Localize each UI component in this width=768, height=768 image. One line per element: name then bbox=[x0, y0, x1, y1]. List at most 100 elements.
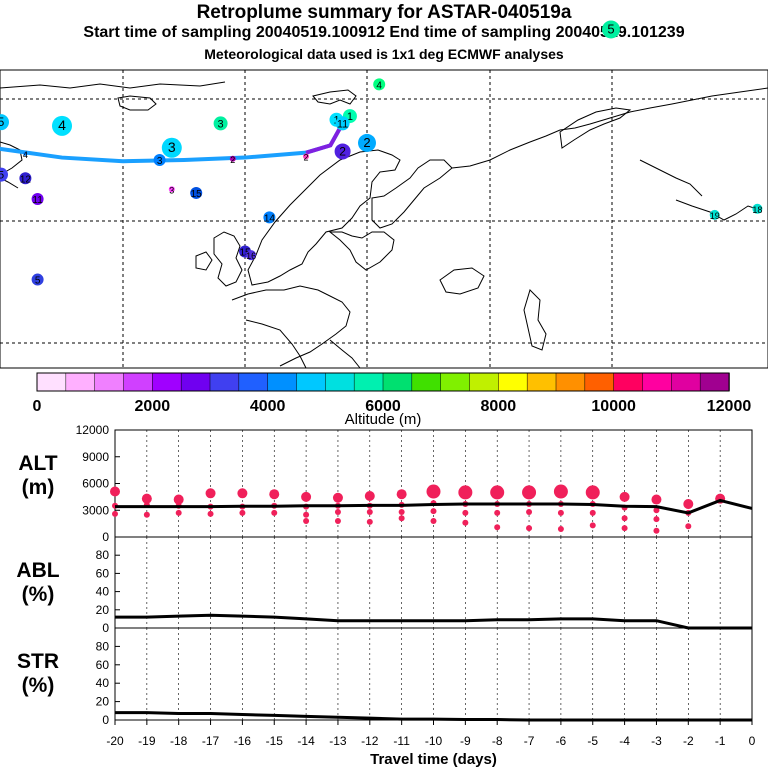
plume-marker-label: 18 bbox=[752, 205, 762, 215]
plume-marker-dot bbox=[19, 172, 32, 185]
plume-marker-dot bbox=[373, 78, 386, 91]
plume-marker-label: 2 bbox=[303, 152, 308, 162]
plume-marker-dot bbox=[335, 116, 350, 131]
abl-unit: (%) bbox=[22, 583, 55, 606]
colorbar-swatch-3 bbox=[123, 372, 154, 392]
alt-cluster-dot bbox=[110, 486, 120, 497]
sampling-time-line: Start time of sampling 20040519.100912 E… bbox=[83, 24, 685, 41]
x-tick-label: -11 bbox=[393, 734, 410, 748]
plume-marker-dot bbox=[31, 193, 44, 206]
x-tick-label: -6 bbox=[556, 734, 567, 748]
x-tick-label: -12 bbox=[361, 734, 379, 748]
plume-marker-label: 12 bbox=[20, 174, 32, 185]
plume-marker-33: 11 bbox=[31, 193, 44, 206]
plume-marker-dot bbox=[153, 154, 166, 166]
alt-cluster-dot bbox=[683, 499, 694, 510]
alt-cluster-dot bbox=[462, 519, 469, 526]
alt-cluster-dot bbox=[141, 493, 152, 504]
coastlines bbox=[0, 81, 768, 369]
colorbar-swatch-1 bbox=[65, 372, 96, 392]
plume-marker-dot bbox=[161, 137, 182, 158]
abl-ytick-label: 80 bbox=[96, 548, 110, 562]
alt-cluster-dot bbox=[271, 509, 278, 516]
alt-cluster-dot bbox=[396, 489, 407, 500]
alt-label: ALT bbox=[18, 452, 57, 475]
x-tick-label: 0 bbox=[749, 734, 756, 748]
met-data-line: Meteorological data used is 1x1 deg ECMW… bbox=[204, 46, 564, 62]
plume-marker-dot bbox=[752, 203, 763, 214]
alt-cluster-dot bbox=[332, 492, 343, 503]
colorbar-tick-label: 2000 bbox=[135, 398, 171, 415]
colorbar-tick-label: 4000 bbox=[250, 398, 286, 415]
alt-cluster-dot bbox=[301, 491, 312, 502]
str-ytick-label: 20 bbox=[96, 695, 110, 709]
alt-cluster-dot bbox=[490, 485, 505, 500]
x-tick-label: -16 bbox=[234, 734, 252, 748]
x-tick-label: -3 bbox=[651, 734, 662, 748]
plume-marker-dot bbox=[246, 250, 257, 261]
plume-marker-dot bbox=[0, 167, 8, 182]
alt-cluster-dot bbox=[494, 524, 501, 531]
plume-marker-34: 11 bbox=[335, 116, 350, 131]
alt-cluster-dot bbox=[458, 485, 473, 500]
alt-cluster-dot bbox=[653, 507, 660, 514]
colorbar-swatch-16 bbox=[498, 372, 528, 392]
plume-marker-dot bbox=[229, 155, 236, 162]
alt-ytick-label: 0 bbox=[102, 530, 109, 544]
colorbar-swatch-4 bbox=[152, 372, 182, 392]
alt-cluster-dot bbox=[526, 509, 533, 516]
colorbar-swatch-10 bbox=[325, 372, 355, 392]
alt-cluster-dot bbox=[619, 491, 630, 502]
plume-marker-label: 5 bbox=[0, 170, 4, 182]
alt-cluster-dot bbox=[522, 485, 537, 500]
plume-marker-8: 3 bbox=[153, 154, 166, 167]
plume-marker-7: 3 bbox=[213, 116, 228, 131]
abl-label: ABL bbox=[16, 559, 59, 582]
colorbar-swatch-11 bbox=[353, 372, 384, 392]
plume-marker-label: 5 bbox=[607, 21, 614, 36]
alt-cluster-dot bbox=[237, 488, 248, 499]
alt-cluster-dot bbox=[143, 511, 150, 518]
colorbar-tick-label: 8000 bbox=[481, 398, 517, 415]
alt-cluster-dot bbox=[207, 510, 214, 517]
colorbar-swatch-19 bbox=[584, 372, 615, 392]
str-panel: 0 20 40 60 80 STR(%) bbox=[17, 627, 753, 727]
plume-marker-12: 4 bbox=[23, 150, 28, 160]
plume-marker-label: 2 bbox=[339, 144, 346, 158]
map-graticule bbox=[0, 70, 768, 368]
plume-marker-label: 4 bbox=[58, 117, 66, 133]
alt-cluster-dot bbox=[430, 508, 437, 515]
x-tick-label: -5 bbox=[587, 734, 598, 748]
colorbar-swatch-6 bbox=[209, 372, 240, 392]
plume-marker-dot bbox=[23, 151, 28, 156]
alt-cluster-dot bbox=[269, 489, 280, 500]
plume-marker-42: 16 bbox=[246, 250, 256, 261]
str-ytick-label: 0 bbox=[102, 713, 109, 727]
alt-cluster-dot bbox=[526, 525, 533, 532]
plume-marker-dot bbox=[31, 273, 44, 286]
plume-marker-16: 5 bbox=[31, 273, 44, 287]
alt-cluster-dot bbox=[398, 515, 405, 522]
alt-cluster-dot bbox=[585, 485, 600, 500]
alt-cluster-dot bbox=[334, 509, 341, 516]
x-tick-label: -4 bbox=[619, 734, 630, 748]
plume-marker-dot bbox=[602, 20, 620, 39]
alt-panel: 0 3000 6000 9000 12000 ALT(m) bbox=[18, 423, 753, 544]
alt-cluster-dot bbox=[621, 525, 628, 532]
plume-marker-label: 2 bbox=[230, 155, 235, 165]
x-tick-label: -18 bbox=[170, 734, 188, 748]
colorbar-tick-label: 6000 bbox=[365, 398, 401, 415]
plume-marker-10: 4 bbox=[52, 115, 72, 136]
alt-cluster-dot bbox=[557, 525, 564, 532]
plume-marker-3: 2 bbox=[334, 143, 351, 160]
plume-marker-label: 14 bbox=[264, 213, 276, 224]
colorbar-swatch-13 bbox=[411, 372, 442, 392]
plume-marker-dot bbox=[263, 211, 276, 224]
plume-marker-4: 2 bbox=[303, 152, 309, 162]
plume-marker-dot bbox=[213, 116, 228, 131]
plume-marker-dot bbox=[709, 209, 720, 220]
alt-cluster-dot bbox=[494, 509, 501, 516]
plume-marker-36: 12 bbox=[19, 172, 32, 185]
alt-cluster-dot bbox=[653, 516, 660, 523]
plume-marker-dot bbox=[168, 186, 175, 193]
